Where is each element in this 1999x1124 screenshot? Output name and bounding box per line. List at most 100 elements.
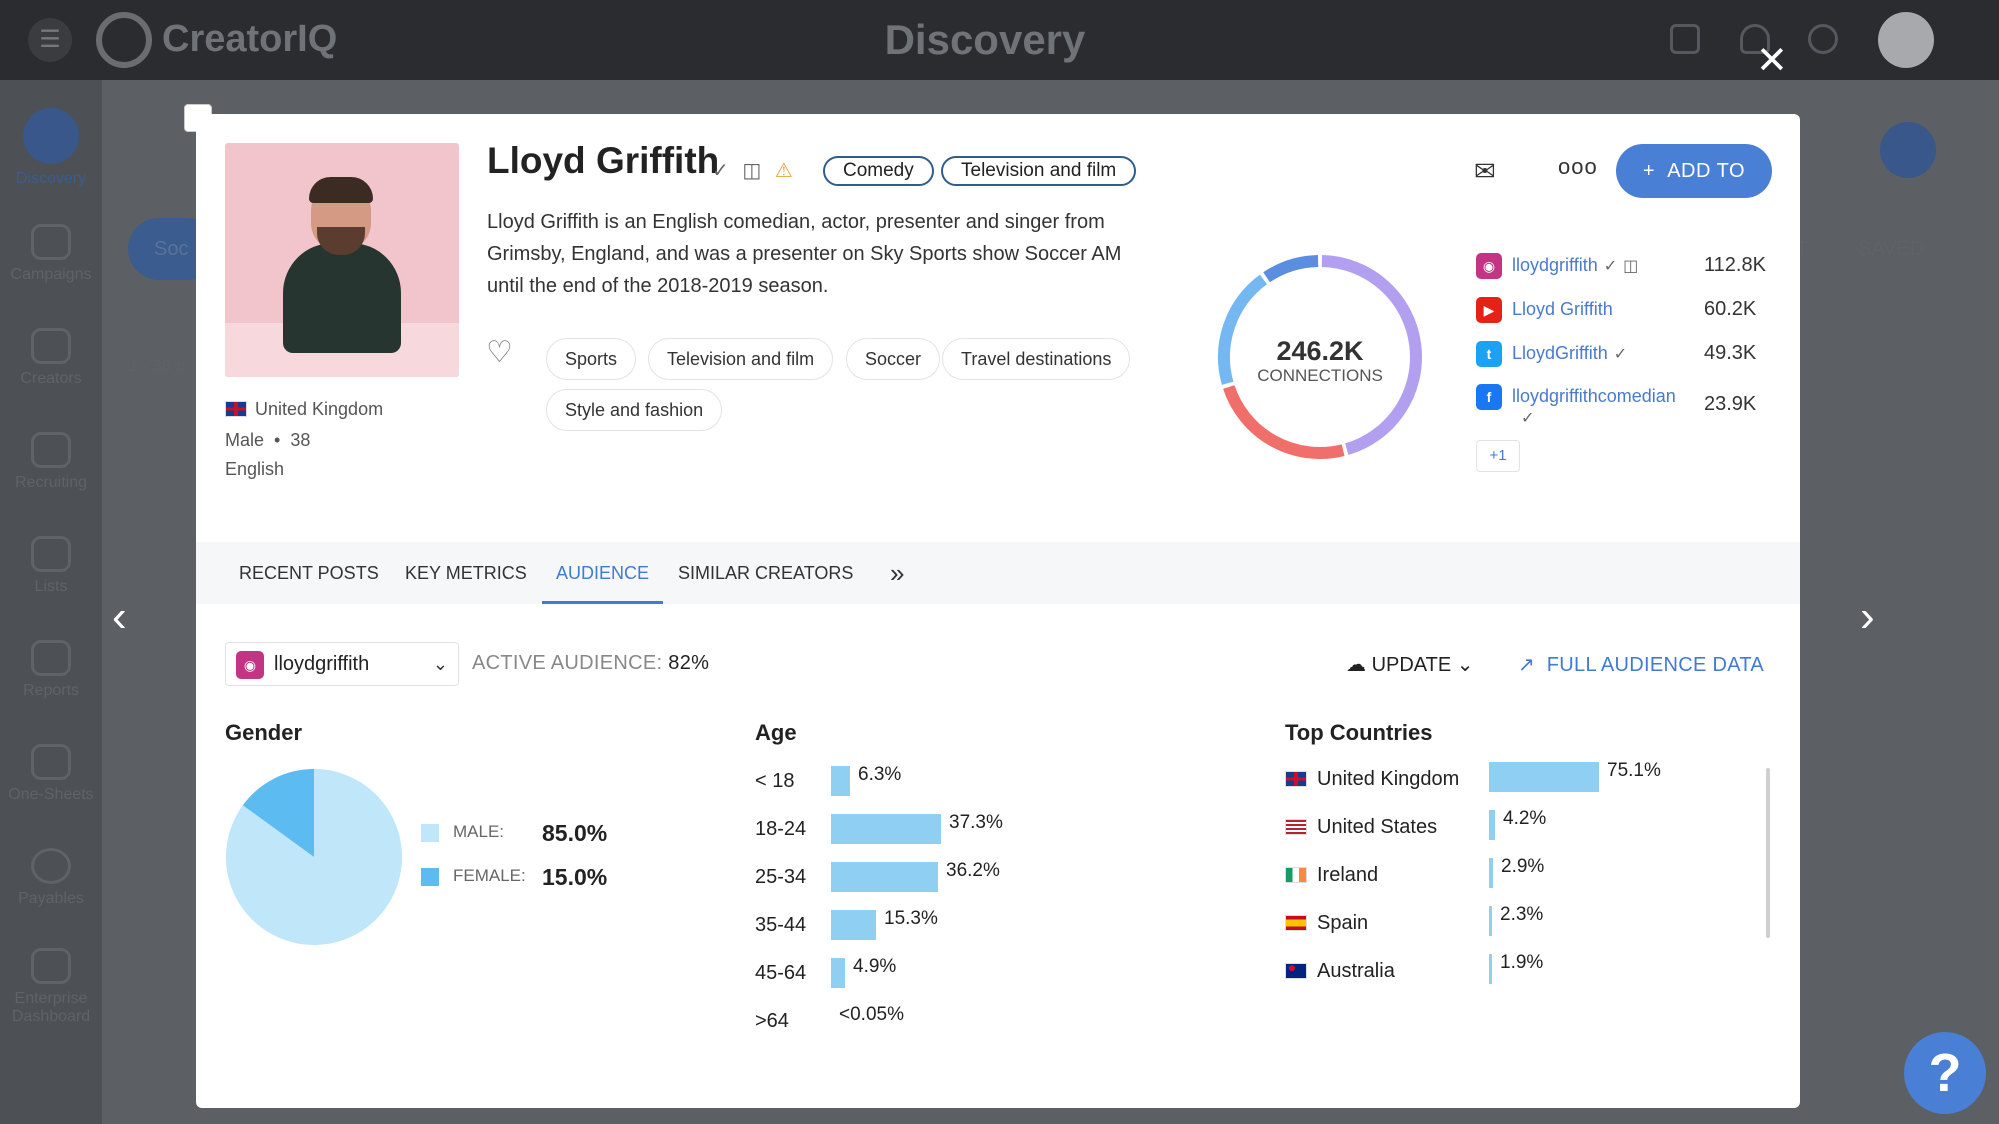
twitter-icon: t — [1476, 341, 1502, 367]
discovery-icon — [23, 108, 79, 164]
sidebar-item-creators[interactable]: Creators — [0, 328, 102, 388]
tab-recent-posts[interactable]: RECENT POSTS — [239, 563, 379, 583]
country-row: Australia — [1285, 960, 1395, 983]
social-account-facebook[interactable]: f lloydgriffithcomedian — [1476, 384, 1676, 410]
age-label: 25-34 — [755, 866, 807, 888]
tab-key-metrics[interactable]: KEY METRICS — [405, 563, 527, 583]
page-title: Discovery — [884, 16, 1086, 63]
sidebar-item-label: Recruiting — [14, 474, 88, 491]
previous-creator-icon[interactable]: ‹ — [112, 592, 127, 641]
category-pill[interactable]: Comedy — [823, 156, 934, 186]
gender-pie-chart — [225, 769, 402, 945]
age-section-title: Age — [755, 720, 797, 745]
legend-female: FEMALE: — [421, 866, 526, 886]
sidebar: Discovery Campaigns Creators Recruiting … — [0, 80, 102, 1124]
sidebar-item-reports[interactable]: Reports — [0, 640, 102, 700]
add-to-button[interactable]: + ADD TO — [1616, 144, 1772, 198]
category-pill[interactable]: Television and film — [941, 156, 1137, 186]
dollar-icon — [31, 848, 71, 884]
age-bar — [831, 814, 941, 844]
sidebar-item-payables[interactable]: Payables — [0, 848, 102, 908]
more-options-button[interactable]: ooo — [1558, 154, 1598, 179]
age-label: < 18 — [755, 770, 795, 792]
interest-tag[interactable]: Soccer — [846, 338, 941, 380]
es-flag-icon — [1285, 915, 1307, 931]
age-bar — [831, 910, 876, 940]
interest-tag[interactable]: Style and fashion — [546, 389, 723, 431]
active-audience: ACTIVE AUDIENCE: 82% — [472, 652, 710, 674]
country-name: Ireland — [1317, 864, 1379, 886]
close-icon[interactable]: ✕ — [1756, 40, 1788, 82]
country-value: 2.9% — [1501, 856, 1545, 877]
youtube-subscriber-count: 60.2K — [1704, 298, 1757, 320]
menu-icon[interactable]: ☰ — [28, 18, 72, 62]
pie-slice-male — [225, 769, 402, 945]
briefcase-icon: ◫ — [1623, 257, 1639, 275]
sidebar-item-recruiting[interactable]: Recruiting — [0, 432, 102, 492]
more-socials-button[interactable]: +1 — [1476, 440, 1520, 472]
double-chevron-right-icon[interactable]: » — [890, 558, 905, 588]
ie-flag-icon — [1285, 867, 1307, 883]
age-bar — [831, 958, 845, 988]
profile-tab-bar: RECENT POSTS KEY METRICS AUDIENCE SIMILA… — [196, 542, 1800, 604]
saved-label[interactable]: SAVED — [1858, 238, 1925, 260]
age-label: 18-24 — [755, 818, 807, 840]
connections-total: 246.2K — [1276, 336, 1364, 366]
briefcase-icon: ◫ — [742, 160, 762, 182]
verified-icon: ✓ — [1613, 345, 1628, 363]
external-link-icon: ↗ — [1518, 654, 1536, 676]
verified-icon: ✓ — [1521, 410, 1535, 427]
next-creator-icon[interactable]: › — [1860, 592, 1875, 641]
male-percentage: 85.0% — [542, 820, 608, 846]
avatar[interactable] — [1878, 12, 1934, 68]
search-icon[interactable] — [1880, 122, 1936, 178]
social-account-instagram[interactable]: ◉ lloydgriffith ✓ ◫ — [1476, 253, 1638, 279]
country-name: Australia — [1317, 960, 1395, 982]
interest-tag[interactable]: Television and film — [648, 338, 834, 380]
age-bar — [831, 766, 850, 796]
country-value: 1.9% — [1500, 952, 1544, 973]
full-audience-data-link[interactable]: ↗ FULL AUDIENCE DATA — [1518, 654, 1765, 676]
sidebar-item-label: Creators — [20, 370, 82, 387]
history-icon[interactable] — [1808, 24, 1838, 54]
youtube-icon: ▶ — [1476, 297, 1502, 323]
country-name: Spain — [1317, 912, 1369, 934]
interest-tag[interactable]: Sports — [546, 338, 637, 380]
social-account-youtube[interactable]: ▶ Lloyd Griffith — [1476, 297, 1613, 323]
plus-icon: + — [1642, 160, 1668, 182]
legend-male: MALE: — [421, 822, 504, 842]
sidebar-item-lists[interactable]: Lists — [0, 536, 102, 596]
sidebar-item-one-sheets[interactable]: One-Sheets — [0, 744, 102, 804]
cloud-icon: ☁ — [1346, 654, 1366, 676]
female-percentage: 15.0% — [542, 864, 608, 890]
age-label: 45-64 — [755, 962, 807, 984]
tab-similar-creators[interactable]: SIMILAR CREATORS — [678, 563, 854, 583]
tab-audience[interactable]: AUDIENCE — [542, 542, 664, 604]
country-bar — [1489, 810, 1495, 840]
sidebar-item-enterprise-dashboard[interactable]: Enterprise Dashboard — [0, 948, 102, 1026]
social-account-twitter[interactable]: t LloydGriffith ✓ — [1476, 341, 1627, 367]
chevron-down-icon: ⌄ — [1456, 654, 1474, 676]
interest-tag[interactable]: Travel destinations — [942, 338, 1131, 380]
brand-logo-icon — [96, 12, 152, 68]
countries-scrollbar[interactable] — [1766, 768, 1770, 938]
sidebar-item-campaigns[interactable]: Campaigns — [0, 224, 102, 284]
age-value: <0.05% — [839, 1004, 904, 1025]
calendar-icon[interactable] — [1670, 24, 1700, 54]
audience-account-select[interactable]: ◉ lloydgriffith ⌄ — [225, 642, 459, 686]
favorite-heart-icon[interactable]: ♡ — [486, 336, 513, 369]
sidebar-item-label: Lists — [34, 578, 68, 595]
update-dropdown-button[interactable]: ☁ UPDATE ⌄ — [1346, 654, 1474, 676]
uk-flag-icon — [225, 401, 247, 417]
help-button[interactable]: ? — [1904, 1032, 1986, 1114]
top-bar: ☰ CreatorIQ Discovery — [0, 0, 1999, 80]
creator-gender-age: Male • 38 — [225, 430, 311, 450]
warning-icon: ⚠ — [774, 160, 793, 182]
country-bar — [1489, 906, 1492, 936]
country-name: United Kingdom — [1317, 768, 1460, 790]
envelope-icon[interactable]: ✉ — [1474, 156, 1496, 186]
age-value: 6.3% — [858, 764, 902, 785]
facebook-follower-count: 23.9K — [1704, 393, 1757, 415]
bell-icon[interactable] — [1740, 24, 1770, 54]
sidebar-item-discovery[interactable]: Discovery — [0, 108, 102, 188]
